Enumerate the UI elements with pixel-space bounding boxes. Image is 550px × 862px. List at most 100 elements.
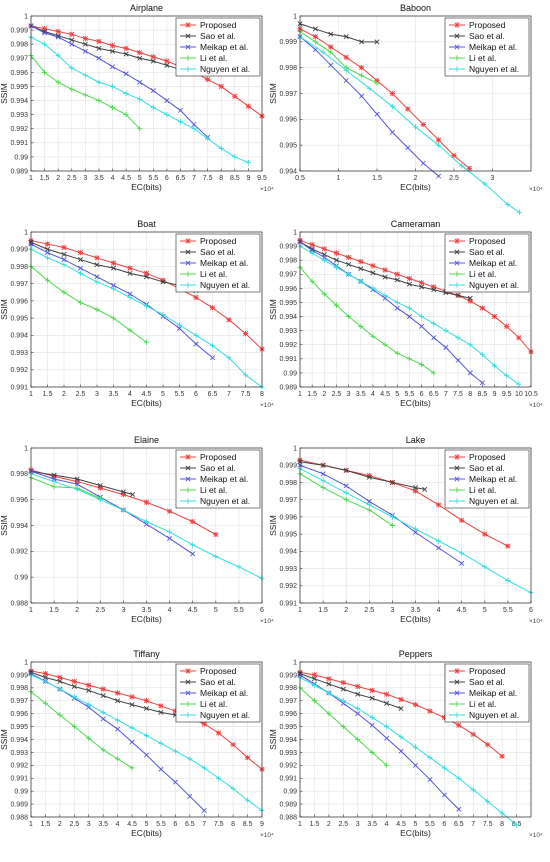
legend-entry-proposed: Proposed	[469, 452, 506, 462]
y-tick-label: 0.992	[10, 763, 28, 770]
data-point-sao-et-al	[97, 482, 103, 488]
x-exponent-label: ×10⁴	[529, 618, 543, 625]
data-point-li-et-al	[355, 736, 361, 743]
x-tick-label: 5	[161, 391, 165, 398]
legend-entry-proposed: Proposed	[200, 452, 237, 462]
legend-marker-sao-et-al	[185, 33, 191, 39]
data-point-proposed	[431, 284, 437, 290]
y-tick-label: 0.996	[10, 70, 28, 77]
legend-marker-meikap-et-al	[185, 260, 191, 266]
data-point-proposed	[482, 531, 488, 537]
data-point-proposed	[242, 331, 249, 337]
data-point-proposed	[244, 754, 251, 761]
series-sao-et-al	[297, 671, 404, 712]
data-point-proposed	[137, 50, 143, 56]
x-tick-label: 4	[116, 821, 120, 828]
y-tick-label: 0.992	[10, 126, 28, 133]
data-point-sao-et-al	[320, 462, 326, 468]
x-exponent-label: ×10⁴	[260, 186, 274, 193]
data-point-nguyen-et-al	[398, 734, 404, 740]
y-tick-label: 0.997	[279, 497, 297, 504]
x-axis-label: EC(bits)	[131, 614, 162, 624]
y-tick-label: 0.996	[10, 497, 28, 504]
series-line-meikap-et-al	[299, 241, 483, 384]
x-tick-label: 8	[219, 175, 223, 182]
data-point-proposed	[459, 517, 465, 523]
plot-frame	[30, 15, 263, 172]
data-point-proposed	[120, 491, 126, 498]
data-point-nguyen-et-al	[369, 714, 375, 721]
series-proposed	[297, 669, 505, 759]
y-tick-label: 0.996	[279, 514, 297, 521]
data-point-proposed	[110, 260, 117, 266]
data-point-nguyen-et-al	[355, 705, 361, 712]
x-tick-label: 2.5	[364, 607, 374, 614]
data-point-sao-et-al	[86, 687, 92, 693]
data-point-sao-et-al	[309, 246, 315, 252]
x-tick-label: 2.5	[332, 391, 342, 398]
x-tick-label: 2.5	[95, 607, 105, 614]
legend-entry-meikap-et-al: Meikap et al.	[469, 258, 517, 268]
x-tick-label: 3	[95, 391, 99, 398]
data-point-li-et-al	[321, 291, 327, 297]
data-point-proposed	[311, 672, 318, 678]
legend-marker-proposed	[454, 454, 460, 460]
y-tick-label: 0.995	[279, 143, 297, 150]
data-point-nguyen-et-al	[505, 578, 511, 584]
x-tick-label: 6	[442, 821, 446, 828]
x-tick-label: 6.5	[429, 391, 439, 398]
data-point-meikap-et-al	[193, 341, 199, 347]
legend-entry-li-et-al: Li et al.	[200, 699, 227, 709]
data-point-proposed	[218, 83, 224, 90]
data-point-nguyen-et-al	[394, 299, 400, 306]
data-point-proposed	[100, 686, 106, 692]
x-exponent-label: ×10⁴	[260, 832, 274, 839]
y-tick-label: 0.997	[10, 56, 28, 63]
data-point-li-et-al	[359, 72, 365, 79]
y-tick-label: 0.993	[10, 350, 28, 357]
x-exponent-label: ×10⁴	[529, 832, 543, 839]
data-point-sao-et-al	[374, 39, 380, 45]
x-tick-label: 4.5	[188, 607, 198, 614]
data-point-nguyen-et-al	[143, 733, 150, 739]
data-point-proposed	[143, 270, 150, 276]
legend-marker-proposed	[185, 454, 191, 460]
data-point-proposed	[230, 742, 236, 748]
panel-baboon: 0.5 1 1.5 2 2.5 3 0.994 0.995 0.996 0.997 0.998 0.9…	[268, 3, 543, 215]
data-point-sao-et-al	[311, 676, 317, 682]
legend-entry-proposed: Proposed	[469, 666, 506, 676]
x-tick-label: 2	[344, 607, 348, 614]
x-tick-label: 4	[111, 175, 115, 182]
data-point-nguyen-et-al	[320, 49, 326, 55]
series-line-proposed	[299, 28, 470, 169]
data-point-proposed	[343, 54, 349, 60]
data-point-sao-et-al	[143, 274, 150, 280]
data-point-nguyen-et-al	[42, 678, 49, 684]
data-point-proposed	[466, 165, 472, 172]
data-point-nguyen-et-al	[311, 682, 318, 688]
x-tick-label: 3	[491, 175, 495, 182]
y-tick-label: 0.994	[10, 333, 28, 340]
x-tick-label: 6	[173, 821, 177, 828]
x-tick-label: 0.5	[295, 175, 305, 182]
y-axis-label: SSIM	[268, 515, 278, 536]
data-point-proposed	[516, 335, 522, 341]
panel-tiffany: 1 1.5 2 2.5 3 3.5 4 4.5 5 5.5 6 6.5 7 7.5 8 8.5 9 0.988 0.…	[0, 649, 274, 839]
data-point-proposed	[115, 690, 121, 696]
data-point-meikap-et-al	[137, 79, 143, 85]
data-point-nguyen-et-al	[177, 119, 184, 125]
y-tick-label: 0.993	[279, 566, 297, 573]
data-point-li-et-al	[42, 700, 49, 706]
data-point-li-et-al	[343, 497, 349, 503]
x-tick-label: 7	[202, 821, 206, 828]
data-point-proposed	[467, 298, 473, 304]
legend-marker-meikap-et-al	[185, 690, 191, 696]
x-tick-label: 2	[414, 175, 418, 182]
data-point-meikap-et-al	[69, 41, 75, 47]
y-tick-label: 1	[24, 13, 28, 20]
data-point-meikap-et-al	[443, 345, 449, 351]
legend-marker-li-et-al	[185, 701, 191, 707]
y-tick-label: 0.996	[279, 286, 297, 293]
legend-entry-proposed: Proposed	[469, 20, 506, 30]
x-tick-label: 7.5	[483, 821, 493, 828]
